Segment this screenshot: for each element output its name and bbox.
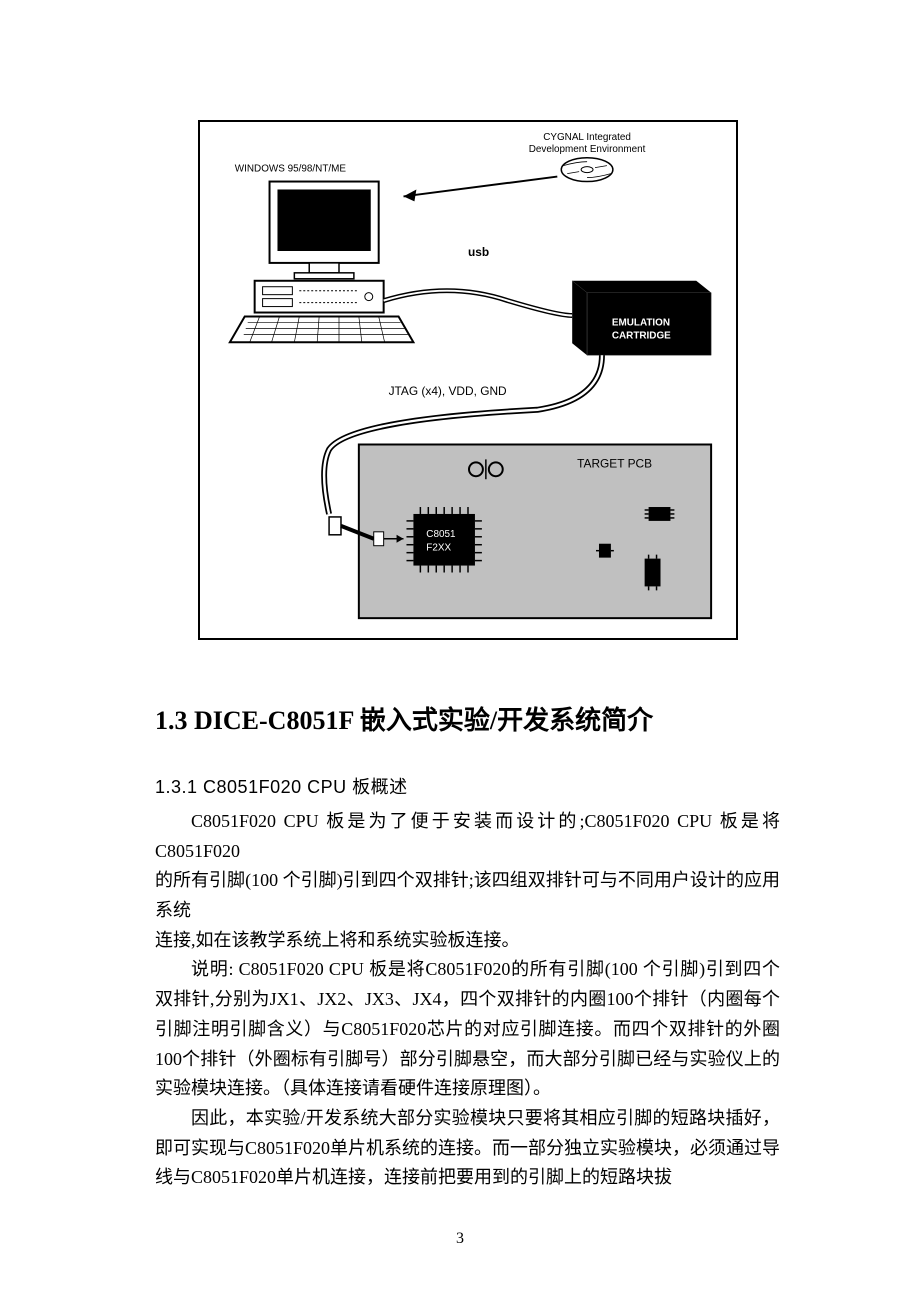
arrow-cd-to-pc <box>403 177 557 202</box>
diagram-svg: CYGNAL Integrated Development Environmen… <box>200 122 736 638</box>
paragraph-1b: 的所有引脚(100 个引脚)引到四个双排针;该四组双排针可与不同用户设计的应用系… <box>155 866 780 925</box>
cygnal-label-2: Development Environment <box>528 144 645 155</box>
jtag-label: JTAG (x4), VDD, GND <box>388 384 506 398</box>
paragraph-1c: 连接,如在该教学系统上将和系统实验板连接。 <box>155 926 780 956</box>
emulation-label-2: CARTRIDGE <box>611 330 670 341</box>
cd-icon <box>561 158 613 182</box>
chip-label-2: F2XX <box>426 543 451 554</box>
c8051-chip: C8051 F2XX <box>406 507 481 572</box>
component-3 <box>644 555 660 591</box>
emulation-cartridge: EMULATION CARTRIDGE <box>572 281 711 355</box>
cygnal-label-1: CYGNAL Integrated <box>543 132 631 143</box>
system-diagram: CYGNAL Integrated Development Environmen… <box>198 120 738 640</box>
component-1 <box>644 507 674 521</box>
paragraph-3: 因此，本实验/开发系统大部分实验模块只要将其相应引脚的短路块插好，即可实现与C8… <box>155 1104 780 1193</box>
section-heading: 1.3 DICE-C8051F 嵌入式实验/开发系统简介 <box>155 700 780 737</box>
target-pcb-label: TARGET PCB <box>577 456 652 470</box>
paragraph-1a: C8051F020 CPU 板是为了便于安装而设计的;C8051F020 CPU… <box>155 807 780 866</box>
body-text: C8051F020 CPU 板是为了便于安装而设计的;C8051F020 CPU… <box>155 807 780 1193</box>
target-pcb: TARGET PCB <box>329 445 711 619</box>
page-number: 3 <box>0 1230 920 1248</box>
windows-label: WINDOWS 95/98/NT/ME <box>234 164 346 175</box>
paragraph-2: 说明: C8051F020 CPU 板是将C8051F020的所有引脚(100 … <box>155 955 780 1103</box>
usb-label: usb <box>468 245 489 259</box>
monitor-icon <box>269 182 378 279</box>
emulation-label-1: EMULATION <box>611 317 669 328</box>
chip-label-1: C8051 <box>426 529 456 540</box>
sub-heading: 1.3.1 C8051F020 CPU 板概述 <box>155 773 780 799</box>
computer-icon <box>229 281 413 343</box>
